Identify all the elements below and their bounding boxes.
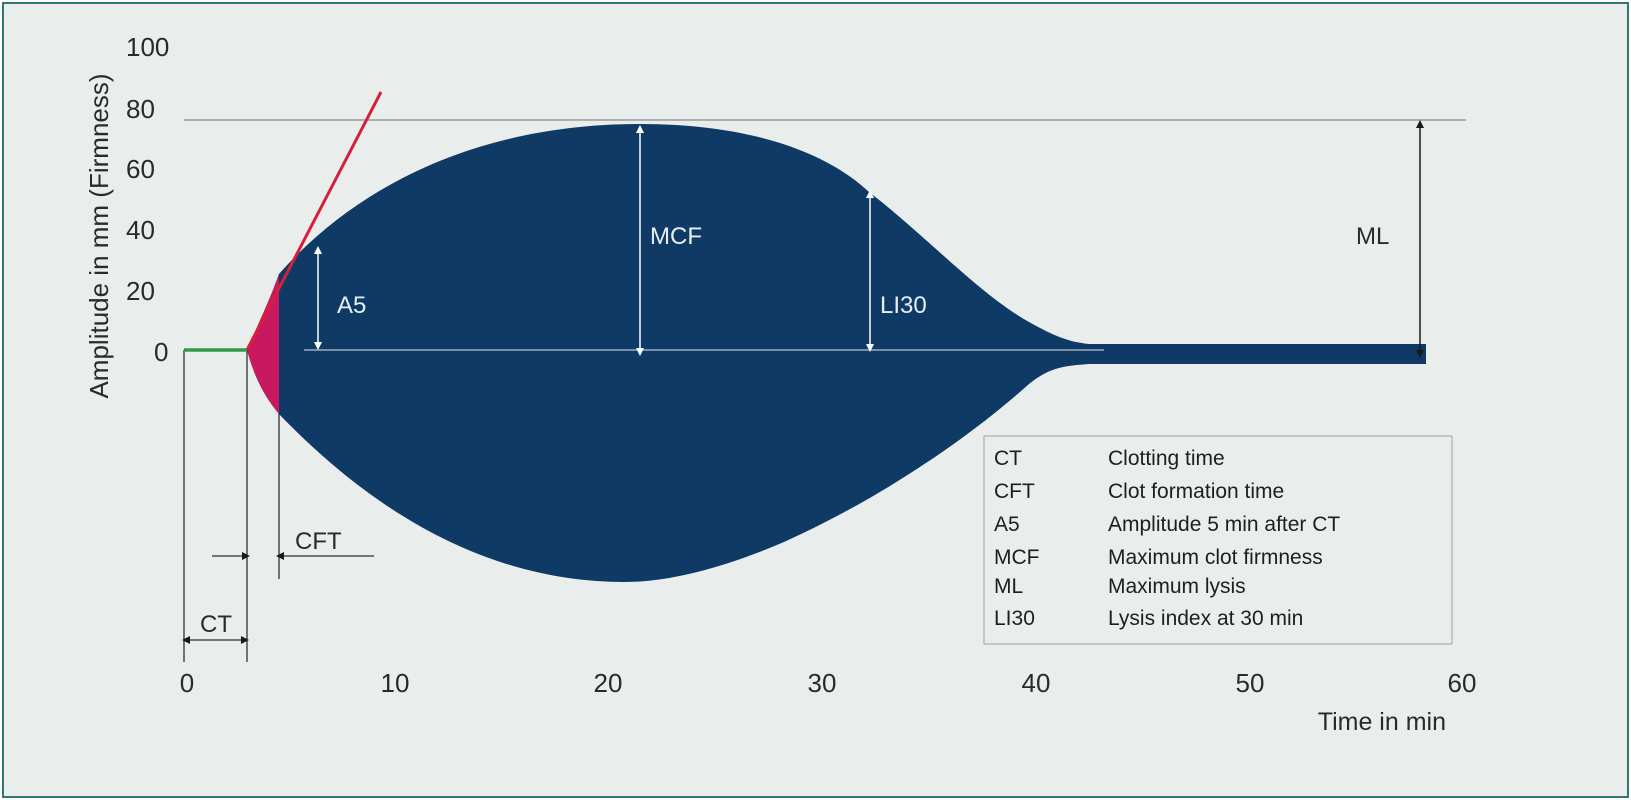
legend-text-a5: Amplitude 5 min after CT: [1108, 513, 1340, 536]
x-tick-20: 20: [594, 668, 623, 698]
legend-text-cft: Clot formation time: [1108, 480, 1284, 503]
x-tick-0: 0: [180, 668, 194, 698]
x-tick-60: 60: [1448, 668, 1477, 698]
cft-label: CFT: [295, 528, 342, 555]
y-tick-20: 20: [126, 276, 155, 306]
y-tick-40: 40: [126, 215, 155, 245]
legend-abbr-li30: LI30: [994, 607, 1035, 630]
li30-label: LI30: [880, 292, 927, 319]
ct-label: CT: [200, 611, 232, 638]
cft-region: [247, 274, 279, 414]
legend-abbr-ct: CT: [994, 447, 1022, 470]
clot-trace: [247, 124, 1426, 582]
x-tick-50: 50: [1236, 668, 1265, 698]
legend-abbr-cft: CFT: [994, 480, 1035, 503]
alpha-tangent-line: [245, 91, 383, 351]
mcf-label: MCF: [650, 223, 702, 250]
legend-abbr-ml: ML: [994, 575, 1023, 598]
y-tick-80: 80: [126, 94, 155, 124]
legend-text-ct: Clotting time: [1108, 447, 1225, 470]
x-axis-title: Time in min: [1318, 708, 1446, 736]
x-tick-30: 30: [808, 668, 837, 698]
legend-text-mcf: Maximum clot firmness: [1108, 546, 1323, 569]
a5-label: A5: [337, 292, 366, 319]
y-tick-0: 0: [154, 337, 168, 367]
rotem-diagram: A5 MCF LI30 ML CFT CT CT Clotting time C…: [84, 32, 1477, 736]
legend: CT Clotting time CFT Clot formation time…: [983, 435, 1453, 645]
y-tick-100: 100: [126, 32, 169, 62]
y-tick-60: 60: [126, 154, 155, 184]
x-tick-40: 40: [1022, 668, 1051, 698]
legend-text-ml: Maximum lysis: [1108, 575, 1246, 598]
legend-text-li30: Lysis index at 30 min: [1108, 607, 1303, 630]
legend-abbr-a5: A5: [994, 513, 1020, 536]
ml-label: ML: [1356, 223, 1389, 250]
x-tick-10: 10: [381, 668, 410, 698]
y-axis-title: Amplitude in mm (Firmness): [84, 73, 114, 398]
legend-abbr-mcf: MCF: [994, 546, 1040, 569]
